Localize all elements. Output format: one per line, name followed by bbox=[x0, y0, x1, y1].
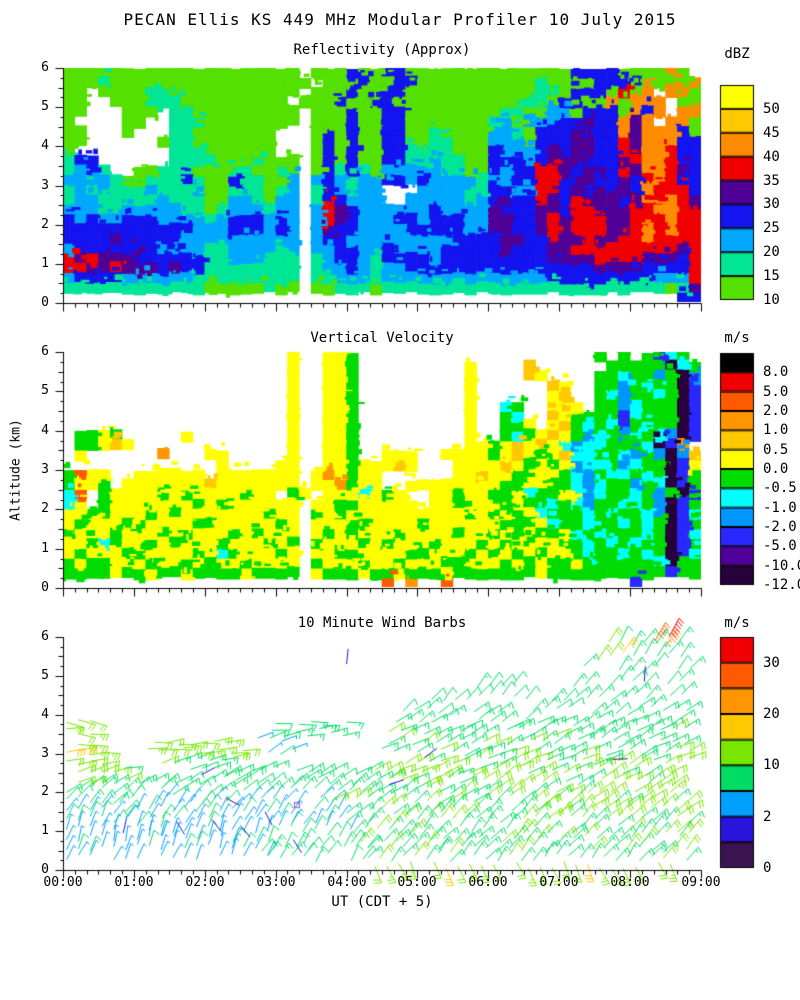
x-tick-label: 04:00 bbox=[327, 875, 367, 890]
x-tick-label: 08:00 bbox=[610, 875, 650, 890]
y-tick-label: 6 bbox=[41, 344, 49, 359]
y-tick-label: 2 bbox=[41, 501, 49, 516]
colorbar-tick-label: 40 bbox=[763, 149, 780, 165]
y-tick-label: 1 bbox=[41, 541, 49, 556]
y-tick-label: 1 bbox=[41, 256, 49, 271]
x-tick-label: 05:00 bbox=[397, 875, 437, 890]
colorbar-tick-label: 2.0 bbox=[763, 403, 789, 419]
colorbar-tick-label: 0.0 bbox=[763, 461, 789, 477]
colorbar-tick-label: 0.5 bbox=[763, 442, 789, 458]
colorbar-tick-label: 20 bbox=[763, 706, 780, 722]
y-tick-label: 5 bbox=[41, 383, 49, 398]
colorbar-tick-label: 10 bbox=[763, 292, 780, 308]
x-tick-label: 07:00 bbox=[539, 875, 579, 890]
time-axis-label: UT (CDT + 5) bbox=[331, 894, 433, 910]
colorbar-tick-label: -10.0 bbox=[763, 558, 800, 574]
y-tick-label: 1 bbox=[41, 823, 49, 838]
colorbar-tick-label: 30 bbox=[763, 196, 780, 212]
y-tick-label: 4 bbox=[41, 138, 49, 153]
colorbar-tick-label: 25 bbox=[763, 220, 780, 236]
y-tick-label: 6 bbox=[41, 60, 49, 75]
colorbar-tick-label: 50 bbox=[763, 101, 780, 117]
y-tick-label: 4 bbox=[41, 707, 49, 722]
panel-title-vertical-velocity: Vertical Velocity bbox=[310, 330, 454, 346]
y-tick-label: 2 bbox=[41, 217, 49, 232]
y-tick-label: 3 bbox=[41, 746, 49, 761]
colorbar-tick-label: 1.0 bbox=[763, 422, 789, 438]
colorbar-tick-label: -2.0 bbox=[763, 519, 797, 535]
y-tick-label: 5 bbox=[41, 99, 49, 114]
y-tick-label: 5 bbox=[41, 668, 49, 683]
colorbar-tick-label: 8.0 bbox=[763, 364, 789, 380]
colorbar-tick-label: -1.0 bbox=[763, 500, 797, 516]
colorbar-unit-dbz: dBZ bbox=[724, 46, 750, 62]
y-tick-label: 2 bbox=[41, 784, 49, 799]
y-tick-label: 6 bbox=[41, 629, 49, 644]
colorbar-tick-label: 30 bbox=[763, 655, 780, 671]
colorbar-tick-label: 35 bbox=[763, 173, 780, 189]
colorbar-tick-label: 2 bbox=[763, 809, 772, 825]
colorbar-tick-label: 5.0 bbox=[763, 384, 789, 400]
figure-title: PECAN Ellis KS 449 MHz Modular Profiler … bbox=[123, 10, 677, 29]
y-tick-label: 0 bbox=[41, 295, 49, 310]
x-tick-label: 09:00 bbox=[681, 875, 721, 890]
colorbar-tick-label: -5.0 bbox=[763, 538, 797, 554]
colorbar-tick-label: -12.0 bbox=[763, 577, 800, 593]
y-tick-label: 4 bbox=[41, 423, 49, 438]
colorbar-tick-label: 20 bbox=[763, 244, 780, 260]
colorbar-tick-label: 10 bbox=[763, 757, 780, 773]
y-tick-label: 0 bbox=[41, 580, 49, 595]
panel-title-reflectivity: Reflectivity (Approx) bbox=[293, 42, 471, 58]
y-tick-label: 0 bbox=[41, 862, 49, 877]
colorbar-tick-label: -0.5 bbox=[763, 480, 797, 496]
colorbar-tick-label: 0 bbox=[763, 860, 772, 876]
colorbar-unit-velocity: m/s bbox=[724, 330, 750, 346]
panel-title-wind-barbs: 10 Minute Wind Barbs bbox=[297, 615, 467, 631]
y-tick-label: 3 bbox=[41, 462, 49, 477]
colorbar-unit-wind: m/s bbox=[724, 615, 750, 631]
x-tick-label: 06:00 bbox=[468, 875, 508, 890]
x-tick-label: 03:00 bbox=[256, 875, 296, 890]
x-tick-label: 01:00 bbox=[114, 875, 154, 890]
colorbar-tick-label: 15 bbox=[763, 268, 780, 284]
x-tick-label: 02:00 bbox=[185, 875, 225, 890]
colorbar-tick-label: 45 bbox=[763, 125, 780, 141]
x-tick-label: 00:00 bbox=[43, 875, 83, 890]
altitude-axis-label: Altitude (km) bbox=[8, 419, 24, 521]
y-tick-label: 3 bbox=[41, 178, 49, 193]
